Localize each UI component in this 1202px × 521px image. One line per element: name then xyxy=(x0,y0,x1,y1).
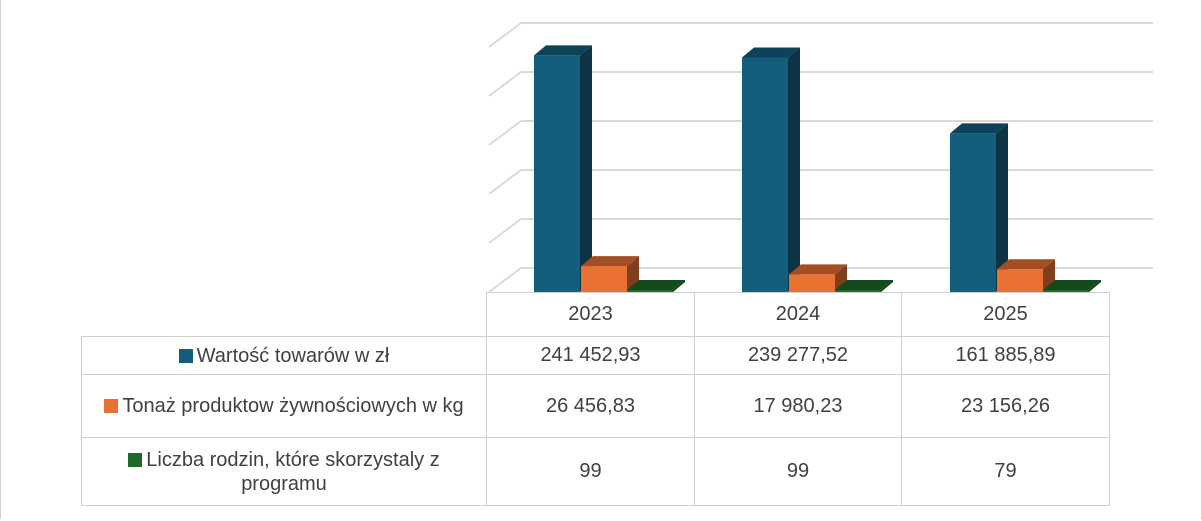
series-name: Tonaż produktow żywnościowych w kg xyxy=(122,395,464,417)
bar-side xyxy=(673,280,685,292)
bar-top xyxy=(997,259,1055,270)
bar-top xyxy=(742,47,800,58)
bar-side xyxy=(1089,280,1101,292)
bar xyxy=(627,290,673,292)
table-row: Tonaż produktow żywnościowych w kg 26 45… xyxy=(81,374,1110,438)
bar xyxy=(534,55,580,292)
gridline-side xyxy=(488,169,522,195)
bar-side xyxy=(788,47,800,293)
series-name: Liczba rodzin, które skorzystaly z progr… xyxy=(146,448,440,495)
table-cell: 241 452,93 xyxy=(486,336,695,375)
series-name: Wartość towarów w zł xyxy=(196,344,390,367)
gridline-side xyxy=(488,71,522,97)
series-label: Tonaż produktow żywnościowych w kg xyxy=(81,374,487,438)
category-header: 2023 xyxy=(486,292,695,337)
bar xyxy=(581,266,627,292)
table-cell: 99 xyxy=(694,437,902,506)
gridline-side xyxy=(488,218,522,244)
series-swatch xyxy=(104,399,119,413)
bar-side xyxy=(881,280,893,292)
category-header: 2025 xyxy=(901,292,1110,337)
bar-side xyxy=(996,123,1008,292)
bar xyxy=(997,269,1043,292)
chart-data-table: 2023 2024 2025 Wartość towarów w zł 241 … xyxy=(81,292,1110,506)
bar xyxy=(742,57,788,293)
bar xyxy=(789,274,835,292)
bar xyxy=(835,290,881,292)
bar-top xyxy=(534,45,592,56)
series-swatch xyxy=(128,452,143,467)
bar-side xyxy=(580,45,592,292)
bar-top xyxy=(581,256,639,267)
table-cell: 79 xyxy=(901,437,1110,506)
table-cell: 17 980,23 xyxy=(694,374,902,438)
gridline-side xyxy=(488,267,522,293)
bar xyxy=(950,133,996,292)
gridline-side xyxy=(488,22,522,48)
table-cell: 239 277,52 xyxy=(694,336,902,375)
category-header: 2024 xyxy=(694,292,902,337)
table-cell: 161 885,89 xyxy=(901,336,1110,375)
series-label: Liczba rodzin, które skorzystaly z progr… xyxy=(81,437,487,506)
bar-top xyxy=(835,280,893,290)
bar-top xyxy=(789,264,847,275)
table-cell: 26 456,83 xyxy=(486,374,695,438)
bar-top xyxy=(1043,280,1101,290)
table-cell: 23 156,26 xyxy=(901,374,1110,438)
table-row: Wartość towarów w zł 241 452,93 239 277,… xyxy=(81,336,1110,375)
series-label: Wartość towarów w zł xyxy=(81,336,487,375)
table-cell: 99 xyxy=(486,437,695,506)
table-header-row: 2023 2024 2025 xyxy=(81,292,1110,337)
bar-top xyxy=(950,123,1008,134)
gridline-side xyxy=(488,120,522,146)
table-corner xyxy=(81,292,487,337)
table-row: Liczba rodzin, które skorzystaly z progr… xyxy=(81,437,1110,506)
series-swatch xyxy=(178,348,193,363)
bar-top xyxy=(627,280,685,290)
bar-side xyxy=(835,264,847,292)
chart-plot xyxy=(488,22,1153,293)
bar xyxy=(1043,290,1089,292)
